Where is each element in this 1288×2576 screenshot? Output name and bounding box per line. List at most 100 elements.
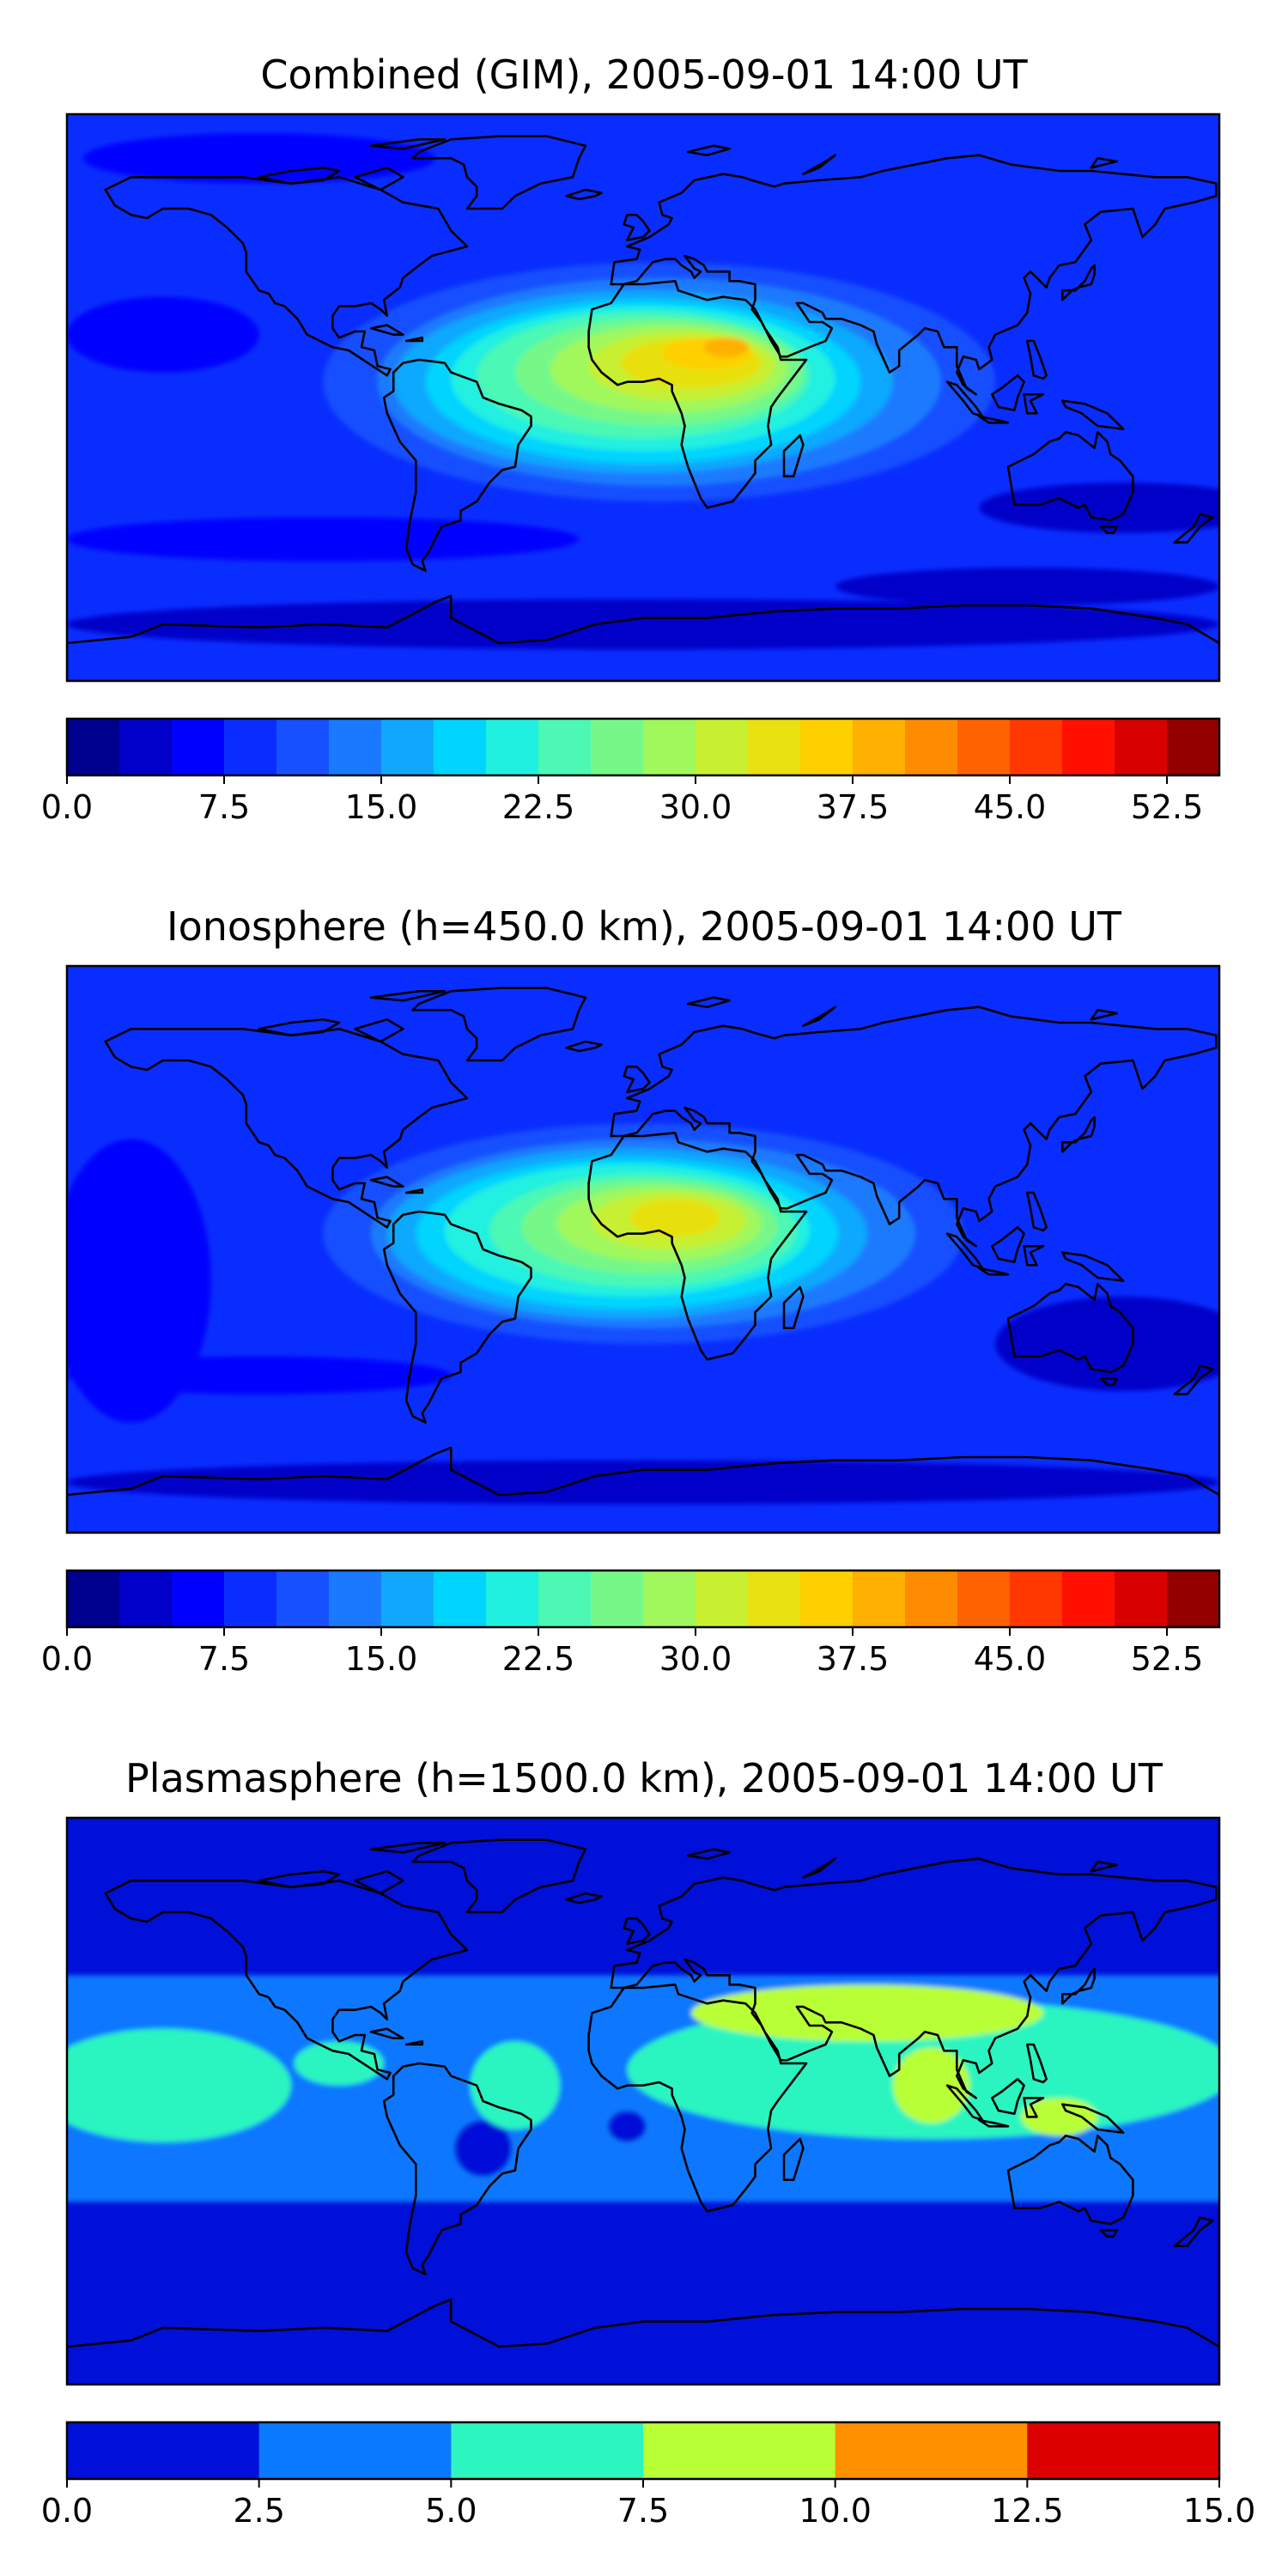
colorbar-tick-label: 15.0 [1183, 2492, 1256, 2530]
coastline [382, 358, 532, 573]
colorbar-segment [905, 1571, 958, 1627]
coastline [991, 374, 1025, 412]
coastline [369, 1176, 404, 1188]
coastline [610, 1005, 1218, 1248]
colorbar-tick-label: 22.5 [502, 788, 575, 826]
colorbar-segment [1115, 719, 1168, 775]
coastline [411, 1838, 587, 1914]
coastline [565, 1040, 603, 1053]
coastline [258, 167, 341, 185]
coastline [369, 2027, 404, 2039]
coastline [1061, 1967, 1096, 2005]
colorbar-tick-label: 52.5 [1131, 788, 1204, 826]
colorbar-frame [65, 717, 1221, 777]
coastline [104, 1880, 469, 2081]
map-field [67, 114, 1219, 681]
coastline [1023, 2097, 1045, 2118]
contour-low [454, 2120, 513, 2177]
colorbar-segment [119, 1571, 173, 1627]
contour-low [835, 568, 1219, 605]
coastline [991, 1226, 1025, 1263]
colorbar-tick-label: 15.0 [345, 1640, 418, 1678]
colorbar-segment [696, 719, 749, 775]
coastlines [67, 1838, 1219, 2385]
colorbar-segment [643, 2422, 836, 2479]
colorbar-tick-label: 7.5 [198, 1640, 250, 1678]
contour-low [67, 517, 580, 562]
coastline [686, 996, 731, 1008]
coastlines [67, 135, 1219, 681]
colorbar-segment [853, 719, 906, 775]
map-frame [65, 112, 1221, 683]
colorbar: 0.0 7.5 15.0 22.5 30.0 37.5 45.0 52.5 [41, 1569, 1221, 1678]
coastline [1061, 2103, 1125, 2134]
coastline [610, 154, 1218, 396]
colorbar-segment [748, 1571, 801, 1627]
colorbar-segment [853, 1571, 906, 1627]
coastlines [67, 987, 1219, 1533]
coastline [1099, 1377, 1118, 1386]
coastline [1061, 1115, 1096, 1153]
contour-low [67, 1356, 452, 1394]
contour-level [690, 1984, 1043, 2042]
coastline [623, 214, 651, 242]
coastline [1061, 1251, 1125, 1282]
colorbar-tick-label: 2.5 [233, 2492, 284, 2530]
contour-low [67, 598, 1219, 650]
coastline [686, 144, 731, 156]
colorbar: 0.0 2.5 5.0 7.5 10.0 12.5 15.0 [41, 2421, 1256, 2530]
colorbar-segment [451, 2422, 644, 2479]
coastline [67, 594, 1219, 681]
colorbar-tick-label: 5.0 [425, 2492, 477, 2530]
coastline [782, 434, 805, 478]
coastline [382, 2062, 532, 2275]
colorbar-segment [434, 1571, 487, 1627]
coastline [1090, 1861, 1118, 1873]
colorbar-tick-label: 30.0 [659, 788, 732, 826]
coastline [587, 1132, 808, 1361]
coastline [67, 1446, 1219, 1533]
coastline [1099, 2229, 1118, 2238]
colorbar-segment [538, 719, 592, 775]
map-field [67, 966, 1219, 1533]
colorbar-segment [276, 719, 330, 775]
coastline [1023, 1245, 1045, 1267]
coastline [104, 176, 469, 377]
panel-title: Combined (GIM), 2005-09-01 14:00 UT [260, 52, 1028, 98]
colorbar-segment [381, 719, 434, 775]
colorbar-segment [434, 719, 487, 775]
coastline [1026, 339, 1048, 380]
panel-combined: Combined (GIM), 2005-09-01 14:00 UT 0.0 7… [41, 52, 1221, 826]
colorbar-tick-label: 45.0 [974, 788, 1047, 826]
colorbar-segment [224, 719, 277, 775]
coastline [1090, 157, 1118, 169]
coastline [67, 2298, 1219, 2385]
colorbar-tick-label: 0.0 [41, 2492, 93, 2530]
colorbar-segment [172, 1571, 225, 1627]
contour-low [979, 483, 1219, 533]
colorbar-segment [1010, 719, 1063, 775]
coastline [369, 138, 447, 150]
colorbar-segment [1115, 1571, 1168, 1627]
colorbar-segment [1027, 2422, 1220, 2479]
coastline [258, 1870, 341, 1888]
colorbar-segment [905, 719, 958, 775]
colorbar-tick-label: 15.0 [345, 788, 418, 826]
coastline [404, 336, 424, 343]
colorbar-tick-label: 37.5 [817, 788, 890, 826]
coastline [354, 1870, 404, 1895]
coastline [565, 1892, 603, 1905]
contour-level [892, 2047, 970, 2123]
colorbar-tick-label: 45.0 [974, 1640, 1047, 1678]
panel-title: Plasmasphere (h=1500.0 km), 2005-09-01 1… [125, 1755, 1163, 1801]
coastline [610, 1857, 1218, 2099]
coastline [1026, 2043, 1048, 2084]
colorbar-segment [119, 719, 173, 775]
coastline [1006, 430, 1134, 522]
colorbar-segment [258, 2422, 452, 2479]
coastline [1061, 399, 1125, 431]
colorbar-tick-label: 22.5 [502, 1640, 575, 1678]
contour-level [67, 2028, 291, 2142]
colorbar-segment [1062, 719, 1115, 775]
